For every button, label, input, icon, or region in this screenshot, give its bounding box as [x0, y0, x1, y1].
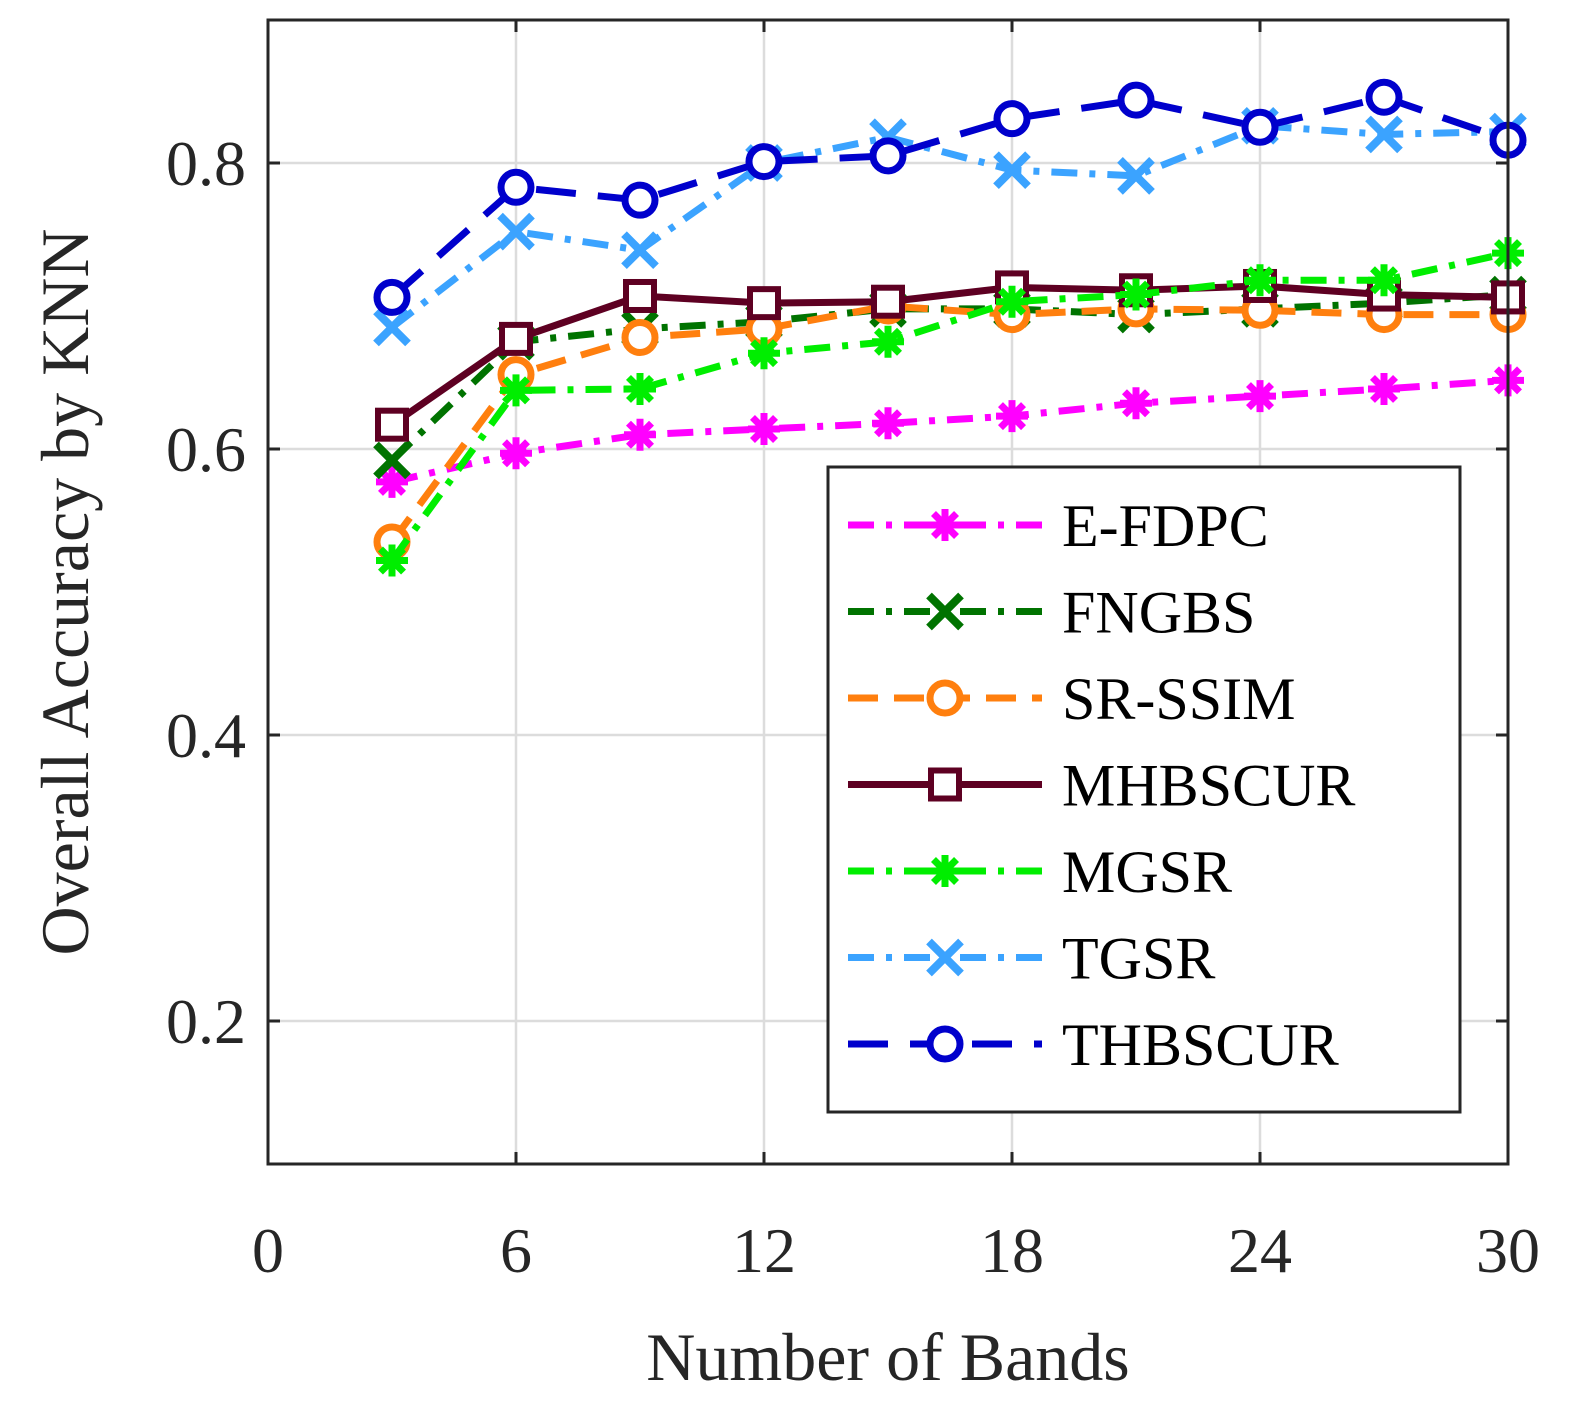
data-point: [748, 337, 780, 370]
legend-label: FNGBS: [1062, 580, 1255, 646]
y-axis-label: Overall Accuracy by KNN: [27, 229, 103, 956]
data-point: [1120, 278, 1152, 311]
data-point: [376, 544, 408, 577]
data-point: [500, 374, 532, 407]
x-axis-label: Number of Bands: [646, 1319, 1129, 1395]
series-line: [391, 376, 1509, 486]
plot-frame: [266, 18, 1510, 1166]
data-point: [1368, 264, 1400, 297]
data-point: [376, 465, 408, 498]
legend-marker: [926, 592, 964, 631]
data-point: [871, 284, 905, 319]
legend-marker: [929, 509, 961, 541]
x-tick-label: 24: [1228, 1215, 1292, 1286]
data-point: [375, 407, 409, 442]
data-point: [623, 278, 657, 313]
data-point: [499, 321, 533, 356]
x-tick-label: 6: [500, 1215, 532, 1286]
ticks: [266, 20, 1510, 1164]
data-point: [745, 143, 783, 181]
data-point: [1244, 264, 1276, 297]
y-tick-label: 0.6: [166, 414, 246, 485]
data-point: [747, 286, 781, 321]
data-point: [872, 325, 904, 358]
series-line: [389, 291, 1509, 463]
legend-marker: [926, 679, 964, 717]
data-point: [1117, 81, 1155, 119]
tick-labels: 0 6 12 18 24 30 0.2 0.4 0.6 0.8: [166, 128, 1540, 1286]
legend-label: MGSR: [1062, 839, 1232, 905]
data-point: [497, 212, 535, 251]
legend-marker: [926, 1025, 964, 1063]
legend-entry: MGSR: [848, 839, 1232, 905]
series-layer: [373, 78, 1527, 577]
data-point: [748, 412, 780, 445]
legend-label: SR-SSIM: [1062, 666, 1295, 732]
series-line: [389, 122, 1509, 331]
y-tick-label: 0.2: [166, 986, 246, 1057]
data-point: [1244, 380, 1276, 413]
data-point: [996, 285, 1028, 318]
x-tick-label: 0: [252, 1215, 284, 1286]
data-point: [1120, 387, 1152, 420]
y-tick-label: 0.4: [166, 700, 246, 771]
data-point: [624, 418, 656, 451]
legend-marker: [929, 855, 961, 887]
data-point: [869, 137, 907, 175]
data-point: [373, 308, 411, 347]
legend-label: MHBSCUR: [1062, 753, 1355, 819]
legend-marker: [926, 938, 964, 977]
data-point: [1241, 108, 1279, 146]
series-line: [389, 249, 1509, 563]
data-point: [621, 318, 659, 356]
legend-label: THBSCUR: [1062, 1012, 1339, 1078]
legend-entry: MHBSCUR: [848, 753, 1355, 819]
data-point: [993, 100, 1031, 138]
data-point: [1117, 157, 1155, 195]
legend-entry: FNGBS: [848, 580, 1255, 646]
data-point: [497, 168, 535, 206]
legend-label: E-FDPC: [1062, 493, 1269, 559]
x-tick-label: 12: [732, 1215, 796, 1286]
data-point: [1368, 372, 1400, 405]
data-point: [624, 372, 656, 405]
data-point: [621, 181, 659, 219]
x-tick-label: 30: [1476, 1215, 1540, 1286]
series-line: [389, 302, 1508, 544]
legend-entry: TGSR: [848, 926, 1215, 992]
data-point: [872, 407, 904, 440]
legend-label: TGSR: [1062, 926, 1215, 992]
data-point: [993, 151, 1031, 189]
data-point: [1365, 115, 1403, 154]
data-point: [1365, 78, 1403, 116]
data-point: [621, 231, 659, 270]
legend-entry: SR-SSIM: [848, 666, 1295, 732]
legend-entry: E-FDPC: [848, 493, 1269, 559]
data-point: [500, 437, 532, 470]
legend-entry: THBSCUR: [848, 1012, 1339, 1078]
data-point: [996, 400, 1028, 433]
x-tick-label: 18: [980, 1215, 1044, 1286]
data-point: [373, 278, 411, 316]
legend: E-FDPC FNGBS SR-SSIM MHBSCUR MGSR TGSR THBSCUR: [826, 465, 1462, 1114]
legend-marker: [928, 767, 962, 802]
y-tick-label: 0.8: [166, 128, 246, 199]
data-point: [373, 441, 411, 480]
series-line: [390, 282, 1509, 428]
